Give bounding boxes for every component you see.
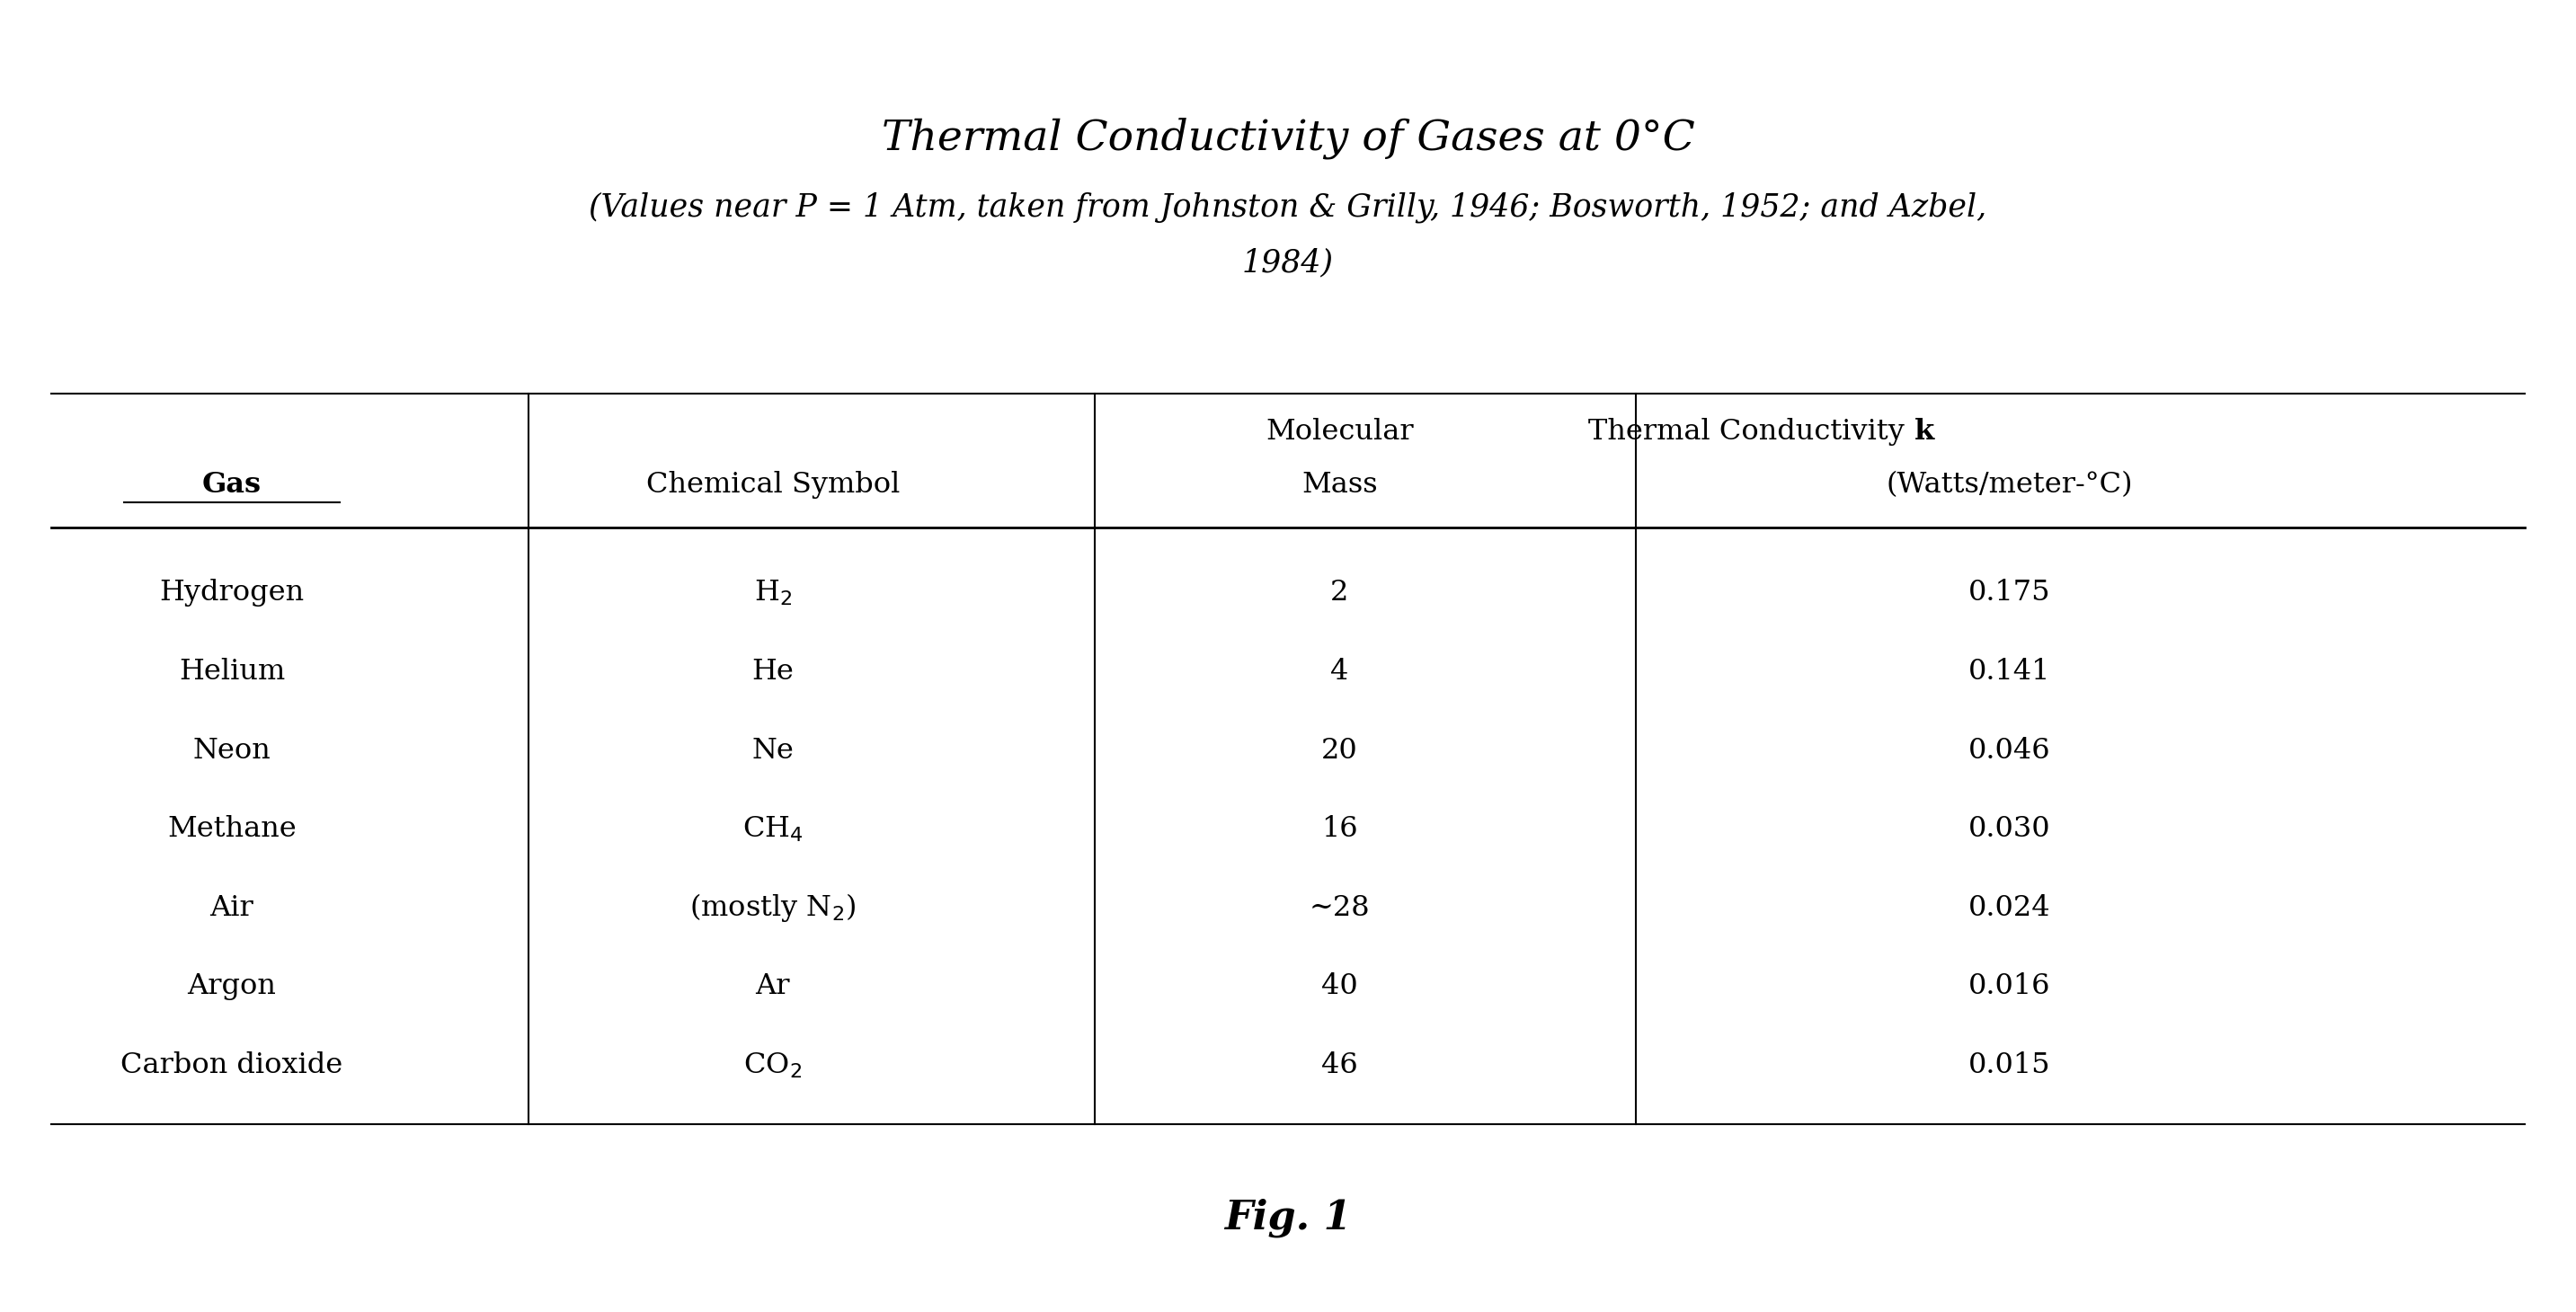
Text: Mass: Mass (1301, 471, 1378, 499)
Text: CO$_2$: CO$_2$ (744, 1051, 801, 1080)
Text: 0.016: 0.016 (1968, 972, 2050, 1001)
Text: 0.024: 0.024 (1968, 893, 2050, 922)
Text: He: He (752, 657, 793, 686)
Text: 40: 40 (1321, 972, 1358, 1001)
Text: Chemical Symbol: Chemical Symbol (647, 471, 899, 499)
Text: 20: 20 (1321, 736, 1358, 765)
Text: 1984): 1984) (1242, 247, 1334, 278)
Text: H$_2$: H$_2$ (755, 579, 791, 607)
Text: 16: 16 (1321, 815, 1358, 844)
Text: (mostly N$_2$): (mostly N$_2$) (690, 892, 855, 924)
Text: Molecular: Molecular (1265, 419, 1414, 446)
Text: Argon: Argon (188, 972, 276, 1001)
Text: Fig. 1: Fig. 1 (1224, 1198, 1352, 1237)
Text: Carbon dioxide: Carbon dioxide (121, 1051, 343, 1080)
Text: k: k (1914, 419, 1935, 446)
Text: Hydrogen: Hydrogen (160, 579, 304, 607)
Text: 0.175: 0.175 (1968, 579, 2050, 607)
Text: (Watts/meter-°C): (Watts/meter-°C) (1886, 471, 2133, 499)
Text: CH$_4$: CH$_4$ (742, 815, 804, 844)
Text: Gas: Gas (201, 471, 263, 499)
Text: Thermal Conductivity of Gases at 0°C: Thermal Conductivity of Gases at 0°C (881, 117, 1695, 159)
Text: 0.030: 0.030 (1968, 815, 2050, 844)
Text: (Values near P = 1 Atm, taken from Johnston & Grilly, 1946; Bosworth, 1952; and : (Values near P = 1 Atm, taken from Johns… (590, 192, 1986, 223)
Text: Ne: Ne (752, 736, 793, 765)
Text: 0.046: 0.046 (1968, 736, 2050, 765)
Text: 4: 4 (1329, 657, 1350, 686)
Text: 2: 2 (1329, 579, 1350, 607)
Text: Ar: Ar (755, 972, 791, 1001)
Text: Thermal Conductivity: Thermal Conductivity (1589, 419, 1914, 446)
Text: 0.141: 0.141 (1968, 657, 2050, 686)
Text: 0.015: 0.015 (1968, 1051, 2050, 1080)
Text: Air: Air (209, 893, 255, 922)
Text: ~28: ~28 (1309, 893, 1370, 922)
Text: 46: 46 (1321, 1051, 1358, 1080)
Text: Helium: Helium (178, 657, 286, 686)
Text: Neon: Neon (193, 736, 270, 765)
Text: Methane: Methane (167, 815, 296, 844)
